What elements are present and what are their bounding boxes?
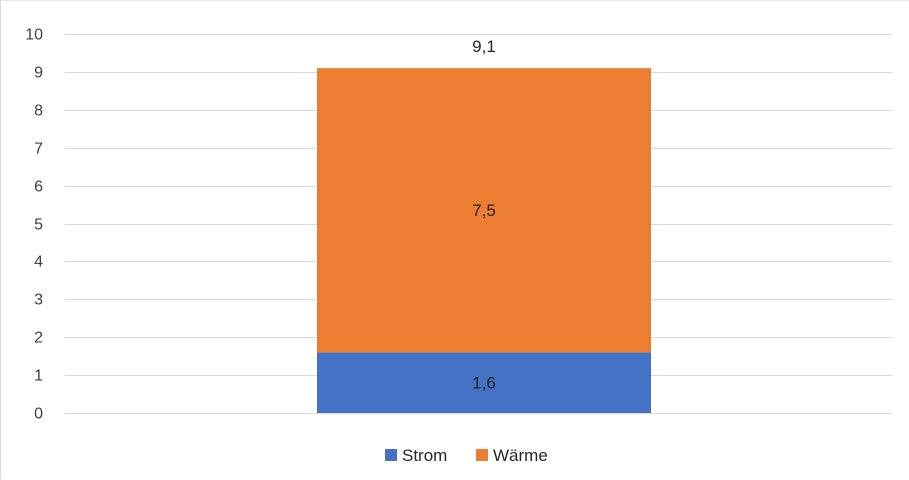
y-tick-label: 0 [34, 406, 43, 423]
legend-label: Wärme [493, 446, 548, 465]
legend-swatch [385, 449, 397, 461]
y-tick-label: 1 [34, 368, 43, 385]
legend-label: Strom [402, 446, 447, 465]
bar-segment-wärme [317, 68, 651, 353]
legend: Strom Wärme [385, 446, 548, 465]
legend-swatch [476, 449, 488, 461]
bar-segment-strom [317, 352, 651, 413]
data-labels: 1,6 7,5 9,1 [472, 37, 496, 393]
y-axis: 0 1 2 3 4 5 6 7 8 9 10 [25, 27, 43, 423]
y-tick-label: 2 [34, 330, 43, 347]
y-tick-label: 10 [25, 27, 43, 44]
total-label: 9,1 [472, 37, 496, 56]
y-tick-label: 6 [34, 179, 43, 196]
y-tick-label: 5 [34, 217, 43, 234]
data-label: 7,5 [472, 201, 496, 220]
y-tick-label: 7 [34, 141, 43, 158]
y-tick-label: 3 [34, 292, 43, 309]
data-label: 1,6 [472, 374, 496, 393]
y-tick-label: 8 [34, 103, 43, 120]
y-tick-label: 4 [34, 254, 43, 271]
bars [317, 68, 651, 413]
y-tick-label: 9 [34, 65, 43, 82]
